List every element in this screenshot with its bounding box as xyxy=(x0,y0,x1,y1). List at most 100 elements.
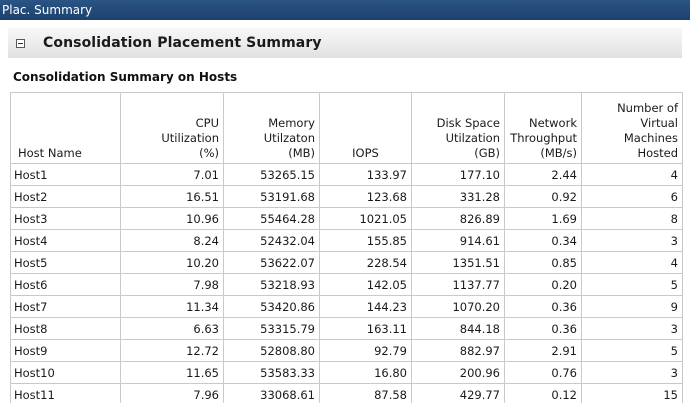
summary-panel: Consolidation Placement Summary Consolid… xyxy=(0,20,690,403)
hosts-table-container: Host Name CPU Utilization (%) Memory Uti… xyxy=(10,92,683,403)
cell-host-name: Host4 xyxy=(10,229,121,252)
header-line: (MB/s) xyxy=(540,146,577,160)
cell-cpu-utilization: 10.20 xyxy=(120,251,224,274)
cell-cpu-utilization: 10.96 xyxy=(120,207,224,230)
cell-iops: 144.23 xyxy=(319,295,412,318)
cell-memory-utilization: 55464.28 xyxy=(223,207,320,230)
cell-virtual-machines-hosted: 4 xyxy=(581,163,683,186)
cell-disk-space-utilization: 331.28 xyxy=(411,185,505,208)
cell-disk-space-utilization: 429.77 xyxy=(411,383,505,403)
cell-memory-utilization: 53583.33 xyxy=(223,361,320,384)
cell-virtual-machines-hosted: 3 xyxy=(581,317,683,340)
cell-network-throughput: 0.12 xyxy=(504,383,582,403)
cell-network-throughput: 0.92 xyxy=(504,185,582,208)
cell-virtual-machines-hosted: 4 xyxy=(581,251,683,274)
cell-host-name: Host3 xyxy=(10,207,121,230)
cell-disk-space-utilization: 914.61 xyxy=(411,229,505,252)
cell-host-name: Host7 xyxy=(10,295,121,318)
cell-iops: 92.79 xyxy=(319,339,412,362)
table-row[interactable]: Host3 10.96 55464.28 1021.05 826.89 1.69… xyxy=(10,207,683,230)
column-header-memory-utilization[interactable]: Memory Utilzaton (MB) xyxy=(223,92,320,164)
header-line: CPU xyxy=(195,116,219,130)
header-line: Memory xyxy=(268,116,315,130)
table-row[interactable]: Host11 7.96 33068.61 87.58 429.77 0.12 1… xyxy=(10,383,683,403)
cell-memory-utilization: 53315.79 xyxy=(223,317,320,340)
table-row[interactable]: Host6 7.98 53218.93 142.05 1137.77 0.20 … xyxy=(10,273,683,296)
hosts-summary-heading: Consolidation Summary on Hosts xyxy=(13,70,238,84)
cell-disk-space-utilization: 1351.51 xyxy=(411,251,505,274)
cell-cpu-utilization: 11.34 xyxy=(120,295,224,318)
cell-virtual-machines-hosted: 15 xyxy=(581,383,683,403)
header-line: (GB) xyxy=(474,146,500,160)
cell-memory-utilization: 53191.68 xyxy=(223,185,320,208)
column-header-network-throughput[interactable]: Network Throughput (MB/s) xyxy=(504,92,582,164)
cell-network-throughput: 2.91 xyxy=(504,339,582,362)
column-header-cpu-utilization[interactable]: CPU Utilization (%) xyxy=(120,92,224,164)
cell-virtual-machines-hosted: 3 xyxy=(581,229,683,252)
cell-cpu-utilization: 12.72 xyxy=(120,339,224,362)
cell-host-name: Host8 xyxy=(10,317,121,340)
cell-iops: 16.80 xyxy=(319,361,412,384)
cell-virtual-machines-hosted: 8 xyxy=(581,207,683,230)
cell-host-name: Host11 xyxy=(10,383,121,403)
section-header[interactable]: Consolidation Placement Summary xyxy=(8,28,682,58)
collapse-icon[interactable] xyxy=(14,37,26,49)
cell-iops: 155.85 xyxy=(319,229,412,252)
table-row[interactable]: Host7 11.34 53420.86 144.23 1070.20 0.36… xyxy=(10,295,683,318)
cell-cpu-utilization: 7.01 xyxy=(120,163,224,186)
cell-network-throughput: 0.85 xyxy=(504,251,582,274)
table-header-row: Host Name CPU Utilization (%) Memory Uti… xyxy=(10,92,683,164)
header-line: IOPS xyxy=(352,146,379,160)
cell-network-throughput: 1.69 xyxy=(504,207,582,230)
header-line: Utilzaton xyxy=(263,131,315,145)
table-row[interactable]: Host4 8.24 52432.04 155.85 914.61 0.34 3 xyxy=(10,229,683,252)
cell-cpu-utilization: 7.98 xyxy=(120,273,224,296)
cell-cpu-utilization: 11.65 xyxy=(120,361,224,384)
cell-disk-space-utilization: 177.10 xyxy=(411,163,505,186)
header-line: Machines Hosted xyxy=(623,131,678,160)
cell-network-throughput: 0.76 xyxy=(504,361,582,384)
cell-virtual-machines-hosted: 5 xyxy=(581,273,683,296)
cell-disk-space-utilization: 882.97 xyxy=(411,339,505,362)
header-line: (%) xyxy=(199,146,219,160)
cell-iops: 142.05 xyxy=(319,273,412,296)
cell-memory-utilization: 53265.15 xyxy=(223,163,320,186)
column-header-host-name[interactable]: Host Name xyxy=(10,92,121,164)
column-header-virtual-machines-hosted[interactable]: Number of Virtual Machines Hosted xyxy=(581,92,683,164)
cell-disk-space-utilization: 1137.77 xyxy=(411,273,505,296)
cell-host-name: Host5 xyxy=(10,251,121,274)
cell-network-throughput: 0.36 xyxy=(504,317,582,340)
cell-memory-utilization: 53622.07 xyxy=(223,251,320,274)
header-line: Number of Virtual xyxy=(617,101,678,130)
table-row[interactable]: Host5 10.20 53622.07 228.54 1351.51 0.85… xyxy=(10,251,683,274)
table-row[interactable]: Host8 6.63 53315.79 163.11 844.18 0.36 3 xyxy=(10,317,683,340)
column-header-iops[interactable]: IOPS xyxy=(319,92,412,164)
cell-memory-utilization: 53420.86 xyxy=(223,295,320,318)
table-row[interactable]: Host10 11.65 53583.33 16.80 200.96 0.76 … xyxy=(10,361,683,384)
cell-disk-space-utilization: 844.18 xyxy=(411,317,505,340)
cell-memory-utilization: 33068.61 xyxy=(223,383,320,403)
header-line: Utilzation xyxy=(445,131,500,145)
cell-virtual-machines-hosted: 6 xyxy=(581,185,683,208)
cell-memory-utilization: 52808.80 xyxy=(223,339,320,362)
cell-cpu-utilization: 6.63 xyxy=(120,317,224,340)
cell-iops: 163.11 xyxy=(319,317,412,340)
section-title: Consolidation Placement Summary xyxy=(43,35,322,51)
cell-iops: 87.58 xyxy=(319,383,412,403)
cell-cpu-utilization: 7.96 xyxy=(120,383,224,403)
cell-network-throughput: 0.36 xyxy=(504,295,582,318)
cell-memory-utilization: 53218.93 xyxy=(223,273,320,296)
cell-network-throughput: 0.20 xyxy=(504,273,582,296)
cell-host-name: Host10 xyxy=(10,361,121,384)
table-row[interactable]: Host2 16.51 53191.68 123.68 331.28 0.92 … xyxy=(10,185,683,208)
cell-cpu-utilization: 8.24 xyxy=(120,229,224,252)
table-row[interactable]: Host9 12.72 52808.80 92.79 882.97 2.91 5 xyxy=(10,339,683,362)
window-title: Plac. Summary xyxy=(0,0,690,20)
table-row[interactable]: Host1 7.01 53265.15 133.97 177.10 2.44 4 xyxy=(10,163,683,186)
column-header-disk-space-utilization[interactable]: Disk Space Utilzation (GB) xyxy=(411,92,505,164)
hosts-table: Host Name CPU Utilization (%) Memory Uti… xyxy=(10,92,683,403)
cell-iops: 1021.05 xyxy=(319,207,412,230)
cell-iops: 123.68 xyxy=(319,185,412,208)
cell-host-name: Host6 xyxy=(10,273,121,296)
